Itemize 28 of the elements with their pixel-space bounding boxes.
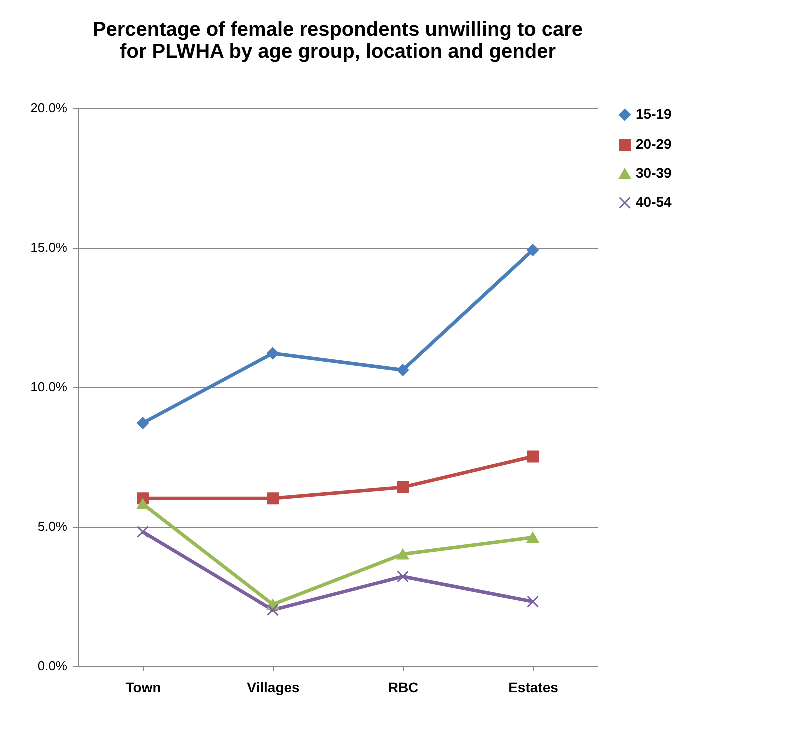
point xyxy=(527,244,539,256)
legend-label: 40-54 xyxy=(636,194,672,210)
x-tick-label: Estates xyxy=(508,680,559,696)
y-tick-label: 10.0% xyxy=(30,380,68,394)
point xyxy=(527,450,539,463)
point xyxy=(397,364,409,376)
x-tick-label: Villages xyxy=(247,680,300,696)
x-tick-label: Town xyxy=(126,680,162,696)
point xyxy=(397,570,409,583)
point xyxy=(137,526,149,538)
x-tick-label: RBC xyxy=(388,680,419,696)
point xyxy=(397,549,409,560)
point xyxy=(267,492,279,505)
y-tick-label: 20.0% xyxy=(30,100,68,116)
point xyxy=(527,532,539,543)
point xyxy=(527,596,539,608)
legend-label: 30-39 xyxy=(636,165,672,181)
y-tick-label: 15.0% xyxy=(30,240,68,255)
point xyxy=(267,604,279,616)
point xyxy=(397,481,409,494)
legend-label: 15-19 xyxy=(636,106,672,122)
y-tick-label: 5.0% xyxy=(38,519,68,534)
legend-label: 20-29 xyxy=(636,136,672,152)
y-tick-label: 0.0% xyxy=(38,658,68,674)
point xyxy=(267,348,279,360)
point xyxy=(137,417,149,430)
chart-title: Percentage of female respondents unwilling to care for PLWHA by age group, location and gender xyxy=(92,19,584,63)
point xyxy=(137,498,149,510)
